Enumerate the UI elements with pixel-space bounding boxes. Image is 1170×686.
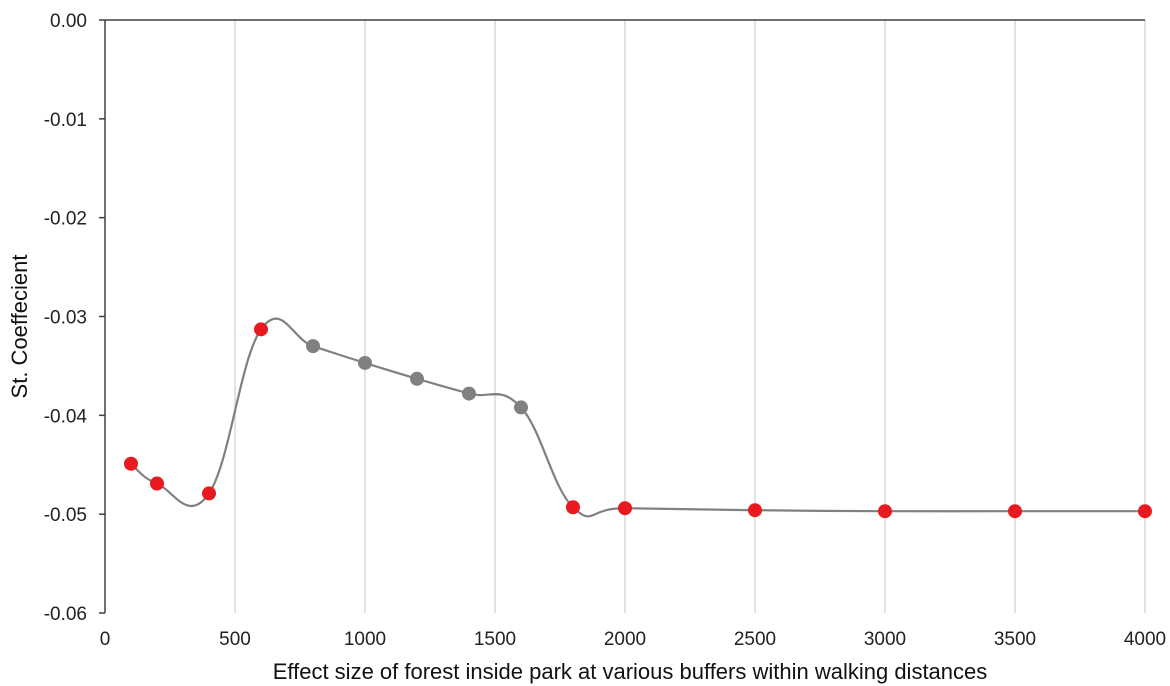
x-tick-label: 3000	[864, 629, 906, 650]
data-point-400	[202, 486, 216, 501]
y-tick-label: -0.03	[44, 308, 87, 329]
y-tick-label: -0.02	[44, 209, 87, 230]
data-point-3500	[1008, 504, 1022, 519]
data-point-600	[254, 322, 268, 337]
x-tick-label: 0	[100, 629, 111, 650]
x-tick-labels: 0 500 1000 1500 2000 2500 3000 3500 4000	[100, 629, 1166, 650]
x-axis-title: Effect size of forest inside park at var…	[273, 659, 988, 684]
y-tick-label: 0.00	[50, 11, 87, 32]
data-point-2000	[618, 501, 632, 516]
axes	[99, 19, 1145, 614]
x-tick-label: 1000	[344, 629, 386, 650]
data-point-1600	[514, 400, 528, 415]
y-tick-label: -0.06	[44, 604, 87, 625]
series-line	[130, 317, 1146, 518]
data-points	[124, 322, 1152, 519]
data-point-4000	[1138, 504, 1152, 519]
data-point-200	[150, 476, 164, 491]
x-tick-label: 2500	[734, 629, 776, 650]
x-tick-label: 3500	[994, 629, 1036, 650]
data-point-1200	[410, 371, 424, 386]
y-tick-label: -0.04	[44, 406, 88, 427]
data-point-2500	[748, 503, 762, 518]
x-tick-label: 2000	[604, 629, 646, 650]
data-point-1000	[358, 355, 372, 370]
data-point-3000	[878, 504, 892, 519]
y-tick-labels: 0.00 -0.01 -0.02 -0.03 -0.04 -0.05 -0.06	[44, 11, 88, 625]
data-point-100	[124, 456, 138, 471]
data-point-800	[306, 339, 320, 354]
data-point-1800	[566, 500, 580, 515]
y-axis-title: St. Coeffecient	[7, 255, 32, 399]
y-tick-label: -0.01	[44, 110, 87, 131]
grid	[234, 20, 1146, 613]
x-tick-label: 500	[219, 629, 251, 650]
x-tick-label: 1500	[474, 629, 516, 650]
x-tick-label: 4000	[1124, 629, 1166, 650]
data-point-1400	[462, 386, 476, 401]
y-tick-label: -0.05	[44, 505, 87, 526]
